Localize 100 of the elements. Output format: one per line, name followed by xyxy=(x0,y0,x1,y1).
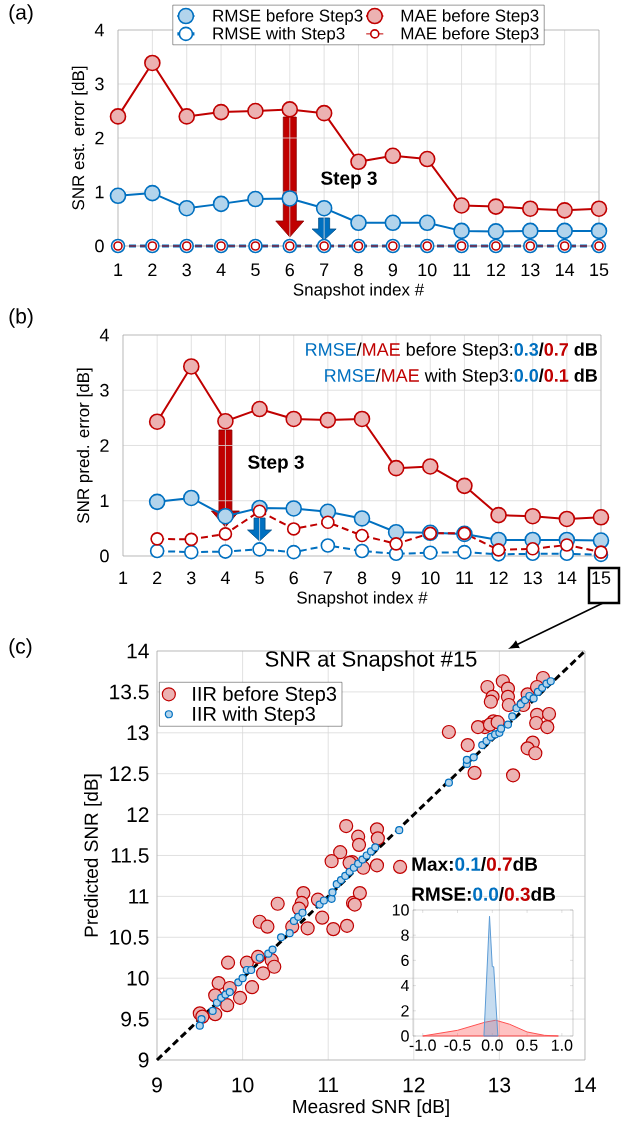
x-tick-label: 3 xyxy=(182,263,191,277)
x-axis-title: Measred SNR [dB] xyxy=(293,1099,449,1117)
x-tick-label: 15 xyxy=(592,571,611,585)
y-tick-label: 14 xyxy=(127,643,149,659)
y-axis-title: SNR pred. error [dB] xyxy=(76,368,93,523)
y-tick-label: 1 xyxy=(95,185,104,199)
legend-label: MAE before Step3 xyxy=(401,9,539,25)
annotation: 0.3 xyxy=(514,343,539,356)
annotation: / xyxy=(375,368,381,382)
y-tick-label: 9.5 xyxy=(121,1011,149,1027)
y-tick-label: 4 xyxy=(99,328,109,342)
x-tick-label: 4 xyxy=(220,571,230,584)
x-tick-label: 10 xyxy=(418,263,437,277)
chart-title: SNR at Snapshot #15 xyxy=(265,650,477,672)
x-tick-label: 15 xyxy=(590,263,609,277)
annotation: / xyxy=(538,342,544,357)
x-tick-label: 7 xyxy=(320,263,329,276)
y-tick-label: 11.5 xyxy=(111,848,149,863)
y-tick-label: 10.5 xyxy=(110,929,149,945)
annotation: Step 3 xyxy=(248,455,304,473)
y-tick-label: 2 xyxy=(401,1005,409,1017)
y-tick-label: 8 xyxy=(401,929,409,941)
x-tick-label: 13 xyxy=(524,571,542,585)
y-tick-label: 0 xyxy=(401,1030,409,1042)
y-tick-label: 13.5 xyxy=(110,684,149,700)
annotation: 0.7 xyxy=(486,857,512,871)
y-tick-label: 3 xyxy=(100,383,109,397)
x-tick-label: -0.5 xyxy=(444,1039,471,1051)
annotation: Step 3 xyxy=(321,171,377,189)
annotation: / xyxy=(481,856,486,872)
x-tick-label: 9 xyxy=(388,263,398,277)
x-tick-label: 11 xyxy=(318,1077,339,1092)
y-tick-label: 12.5 xyxy=(110,766,149,782)
x-tick-label: 14 xyxy=(555,263,575,276)
legend-label: MAE before Step3 xyxy=(401,26,539,43)
x-tick-label: 3 xyxy=(186,571,196,585)
y-tick-label: 1 xyxy=(100,494,109,507)
x-tick-label: 9 xyxy=(152,1077,162,1093)
annotation: 0.7 xyxy=(544,343,569,356)
annotation: RMSE xyxy=(306,343,356,356)
legend-label: RMSE with Step3 xyxy=(213,26,345,43)
annotation: RMSE xyxy=(325,369,375,382)
x-tick-label: 5 xyxy=(255,571,264,585)
x-tick-label: 5 xyxy=(251,263,260,277)
annotation: with Step3: xyxy=(424,368,513,386)
text: (a) xyxy=(9,4,33,24)
y-tick-label: 0 xyxy=(100,549,109,563)
x-tick-label: 14 xyxy=(574,1077,597,1092)
x-tick-label: 13 xyxy=(489,1077,511,1093)
x-axis-title: Snapshot index # xyxy=(297,591,428,607)
y-axis-title: SNR est. error [dB] xyxy=(71,66,88,210)
y-tick-label: 12 xyxy=(127,807,149,822)
legend-label: RMSE before Step3 xyxy=(213,9,363,25)
y-tick-label: 10 xyxy=(392,904,409,916)
text: (b) xyxy=(9,308,33,328)
x-tick-label: 10 xyxy=(232,1077,254,1093)
y-tick-label: 0 xyxy=(95,239,104,253)
x-tick-label: 0.0 xyxy=(481,1039,503,1051)
x-tick-label: 6 xyxy=(285,263,294,277)
annotation: MAE xyxy=(382,369,419,382)
x-tick-label: 13 xyxy=(521,263,540,277)
annotation: 0.0 xyxy=(514,369,539,382)
x-tick-label: 12 xyxy=(487,263,506,277)
annotation: MAE xyxy=(363,343,400,356)
annotation: before Step3: xyxy=(406,342,513,360)
annotation: 0.1 xyxy=(544,369,569,382)
y-tick-label: 2 xyxy=(95,131,104,145)
annotation: dB xyxy=(574,342,597,356)
text: (c) xyxy=(9,638,32,658)
x-tick-label: 12 xyxy=(489,571,508,585)
y-tick-label: 13 xyxy=(127,725,149,741)
x-tick-label: 6 xyxy=(289,571,298,585)
annotation: Max: xyxy=(412,857,453,871)
x-tick-label: 7 xyxy=(323,571,332,584)
x-tick-label: 0.5 xyxy=(516,1039,538,1051)
y-tick-label: 9 xyxy=(138,1052,149,1068)
legend-label: IIR with Step3 xyxy=(193,706,315,725)
annotation: 0.1 xyxy=(455,857,481,871)
y-tick-label: 11 xyxy=(129,889,149,904)
y-tick-label: 4 xyxy=(400,980,409,992)
x-tick-label: 11 xyxy=(456,571,473,584)
annotation: / xyxy=(538,368,544,383)
y-tick-label: 10 xyxy=(127,970,149,986)
annotation: dB xyxy=(531,886,555,901)
annotation: RMSE: xyxy=(412,887,471,901)
y-axis-title: Predicted SNR [dB] xyxy=(84,774,102,937)
x-tick-label: 10 xyxy=(421,571,440,585)
annotation: dB xyxy=(513,856,538,871)
annotation: 0.3 xyxy=(504,887,530,901)
x-tick-label: 8 xyxy=(354,263,363,277)
y-tick-label: 4 xyxy=(94,23,104,37)
x-tick-label: 4 xyxy=(216,263,226,276)
x-tick-label: 2 xyxy=(153,571,162,585)
x-axis-title: Snapshot index # xyxy=(293,283,425,299)
x-tick-label: 1.0 xyxy=(551,1039,573,1051)
legend-label: IIR before Step3 xyxy=(193,686,337,705)
y-tick-label: 3 xyxy=(95,77,104,91)
annotation: dB xyxy=(574,368,597,382)
x-tick-label: -1.0 xyxy=(409,1039,436,1051)
x-tick-label: 14 xyxy=(558,571,577,584)
